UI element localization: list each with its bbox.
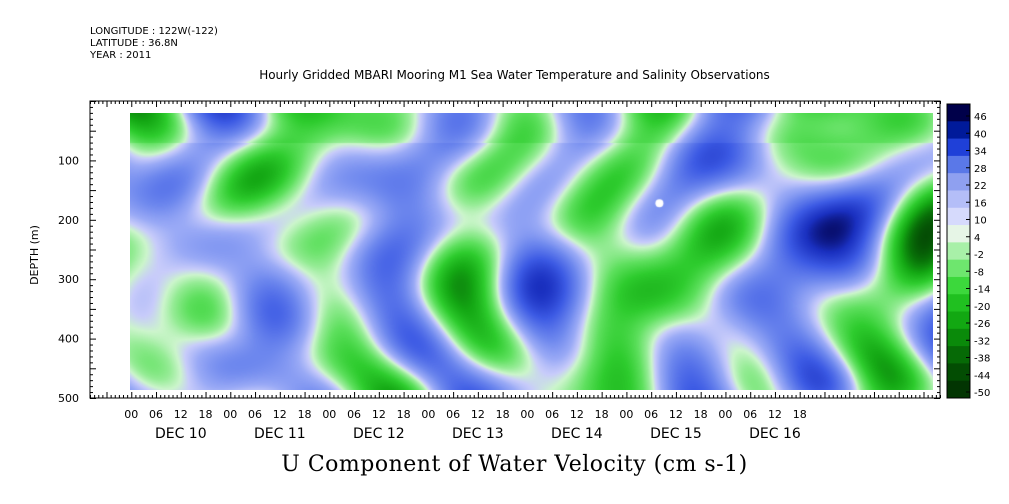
x-hour-label: 00 — [421, 408, 435, 421]
x-hour-label: 18 — [298, 408, 312, 421]
colorbar-label: 40 — [974, 129, 987, 140]
colorbar-frame — [946, 103, 971, 399]
x-hour-label: 12 — [471, 408, 485, 421]
colorbar-swatch — [947, 173, 970, 191]
x-hour-label: 00 — [124, 408, 138, 421]
colorbar-swatch — [947, 190, 970, 209]
colorbar-swatch — [947, 138, 970, 157]
x-hour-label: 12 — [669, 408, 683, 421]
x-hour-label: 06 — [248, 408, 262, 421]
colorbar-label: 34 — [974, 147, 987, 158]
x-hour-label: 06 — [644, 408, 658, 421]
colorbar-label: -38 — [974, 354, 990, 365]
colorbar-swatch — [947, 104, 970, 122]
x-axis: 00 06 12 18 00 06 12 18 00 06 12 18 00 06 12 18 00 06 12 18… — [90, 101, 941, 442]
chart-subtitle: U Component of Water Velocity (cm s-1) — [281, 452, 748, 477]
colorbar-label: -32 — [974, 336, 990, 347]
x-hour-label: 06 — [149, 408, 163, 421]
x-day-label: DEC 11 — [254, 426, 306, 442]
x-day-label: DEC 15 — [650, 426, 702, 442]
colorbar-label: -50 — [974, 388, 990, 399]
colorbar-swatch — [947, 311, 970, 330]
colorbar-swatch — [947, 155, 970, 174]
colorbar-swatch — [947, 242, 970, 261]
x-hour-label: 00 — [718, 408, 732, 421]
colorbar-label: -14 — [974, 285, 990, 296]
plot-area — [89, 100, 941, 399]
x-hour-label: 06 — [347, 408, 361, 421]
latitude-label: LATITUDE : 36.8N — [90, 38, 178, 49]
chart-title: Hourly Gridded MBARI Mooring M1 Sea Wate… — [259, 68, 770, 82]
x-day-label: DEC 12 — [353, 426, 405, 442]
longitude-label: LONGITUDE : 122W(-122) — [90, 26, 218, 37]
colorbar-swatch — [947, 294, 970, 313]
x-hour-label: 18 — [694, 408, 708, 421]
colorbar: 46 40 34 28 22 16 10 4 -2 -8 -14 -20 -26 -32 -38 -44 -50 — [946, 103, 990, 399]
colorbar-label: 4 — [974, 233, 980, 244]
x-hour-label: 06 — [743, 408, 757, 421]
x-hour-label: 18 — [496, 408, 510, 421]
colorbar-label: 16 — [974, 198, 987, 209]
y-tick-label: 100 — [58, 154, 79, 167]
x-hour-label: 18 — [595, 408, 609, 421]
x-hour-label: 12 — [174, 408, 188, 421]
x-hour-label: 12 — [372, 408, 386, 421]
y-tick-label: 200 — [58, 214, 79, 227]
velocity-heatmap — [130, 113, 933, 390]
colorbar-swatch — [947, 225, 970, 243]
x-hour-label: 06 — [545, 408, 559, 421]
colorbar-label: -8 — [974, 267, 984, 278]
colorbar-swatch — [947, 259, 970, 278]
colorbar-label: -26 — [974, 319, 990, 330]
x-hour-label: 00 — [223, 408, 237, 421]
x-day-label: DEC 13 — [452, 426, 504, 442]
colorbar-label: 22 — [974, 181, 987, 192]
colorbar-swatch — [947, 380, 970, 399]
year-label: YEAR : 2011 — [90, 50, 152, 61]
x-hour-label: 00 — [520, 408, 534, 421]
colorbar-swatch — [947, 328, 970, 347]
colorbar-swatch — [947, 276, 970, 295]
y-tick-label: 400 — [58, 333, 79, 346]
y-tick-label: 300 — [58, 273, 79, 286]
colorbar-swatch — [947, 121, 970, 140]
x-hour-label: 06 — [446, 408, 460, 421]
colorbar-label: 28 — [974, 164, 987, 175]
colorbar-label: -44 — [974, 371, 990, 382]
colorbar-label: -20 — [974, 302, 990, 313]
colorbar-label: 10 — [974, 216, 987, 227]
y-axis-label: DEPTH (m) — [28, 225, 41, 285]
x-day-label: DEC 10 — [155, 426, 207, 442]
x-hour-label: 00 — [619, 408, 633, 421]
y-tick-label: 500 — [58, 392, 79, 405]
x-day-label: DEC 16 — [749, 426, 801, 442]
heatmap-layer — [130, 113, 933, 390]
x-hour-label: 12 — [273, 408, 287, 421]
x-day-label: DEC 14 — [551, 426, 603, 442]
y-axis: DEPTH (m) 100 200 300 400 500 — [28, 101, 940, 405]
x-hour-label: 00 — [322, 408, 336, 421]
x-hour-label: 18 — [793, 408, 807, 421]
x-hour-label: 18 — [199, 408, 213, 421]
x-hour-label: 12 — [768, 408, 782, 421]
colorbar-label: 46 — [974, 112, 987, 123]
colorbar-swatch — [947, 346, 970, 364]
colorbar-swatch — [947, 207, 970, 226]
colorbar-swatch — [947, 363, 970, 382]
x-hour-label: 18 — [397, 408, 411, 421]
x-hour-label: 12 — [570, 408, 584, 421]
colorbar-label: -2 — [974, 250, 984, 261]
